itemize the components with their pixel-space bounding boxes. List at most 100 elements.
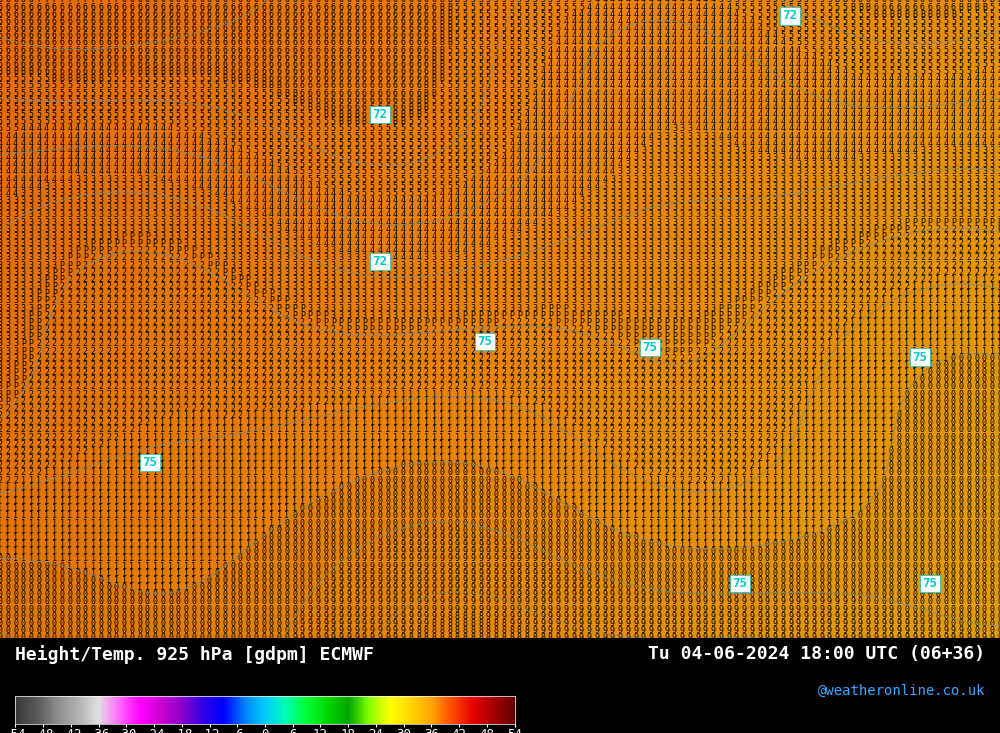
Text: 5: 5 bbox=[246, 103, 251, 112]
Text: 0: 0 bbox=[912, 569, 917, 578]
Text: 0: 0 bbox=[734, 561, 739, 570]
Text: 2: 2 bbox=[974, 232, 979, 241]
Text: 5: 5 bbox=[122, 96, 127, 105]
Text: 4: 4 bbox=[649, 53, 654, 62]
Text: 0: 0 bbox=[36, 590, 41, 599]
Text: 0: 0 bbox=[362, 504, 367, 513]
Text: 3: 3 bbox=[695, 139, 700, 148]
Text: 9: 9 bbox=[796, 612, 801, 621]
Text: 1: 1 bbox=[168, 554, 173, 564]
Text: 9: 9 bbox=[525, 554, 530, 564]
Text: 1: 1 bbox=[98, 518, 103, 528]
Text: 5: 5 bbox=[842, 53, 847, 62]
Text: 0: 0 bbox=[587, 533, 592, 542]
Text: 0: 0 bbox=[246, 548, 251, 556]
Text: 3: 3 bbox=[827, 196, 832, 205]
Text: 2: 2 bbox=[106, 296, 111, 306]
Text: 0: 0 bbox=[974, 583, 979, 592]
Text: 4: 4 bbox=[447, 210, 452, 219]
Text: 3: 3 bbox=[610, 196, 615, 205]
Text: P: P bbox=[191, 254, 196, 262]
Text: 1: 1 bbox=[447, 404, 452, 413]
Text: 2: 2 bbox=[672, 383, 677, 391]
Text: 2: 2 bbox=[811, 332, 816, 342]
Text: 2: 2 bbox=[246, 325, 251, 334]
Text: 1: 1 bbox=[253, 476, 258, 485]
Text: 2: 2 bbox=[83, 282, 88, 291]
Text: 1: 1 bbox=[168, 583, 173, 592]
Text: 0: 0 bbox=[804, 583, 809, 592]
Text: 3: 3 bbox=[168, 232, 173, 241]
Text: 5: 5 bbox=[889, 17, 894, 26]
Text: 5: 5 bbox=[424, 182, 429, 191]
Text: 3: 3 bbox=[935, 210, 940, 219]
Text: 1: 1 bbox=[408, 419, 413, 427]
Text: 0: 0 bbox=[501, 512, 506, 520]
Text: 2: 2 bbox=[649, 461, 654, 471]
Text: 3: 3 bbox=[556, 218, 561, 226]
Text: 5: 5 bbox=[238, 132, 243, 141]
Text: 2: 2 bbox=[447, 347, 452, 356]
Text: 5: 5 bbox=[897, 53, 902, 62]
Text: 4: 4 bbox=[377, 232, 382, 241]
Text: 1: 1 bbox=[749, 512, 754, 520]
Text: 5: 5 bbox=[835, 3, 840, 12]
Text: 2: 2 bbox=[842, 296, 847, 306]
Text: 4: 4 bbox=[641, 32, 646, 40]
Text: 2: 2 bbox=[44, 368, 49, 377]
Text: 0: 0 bbox=[904, 533, 909, 542]
Text: 9: 9 bbox=[548, 597, 553, 606]
Text: 1: 1 bbox=[207, 512, 212, 520]
Text: 2: 2 bbox=[98, 261, 103, 270]
Text: 5: 5 bbox=[416, 182, 421, 191]
Text: 4: 4 bbox=[687, 81, 692, 90]
Text: 4: 4 bbox=[579, 81, 584, 90]
Text: 3: 3 bbox=[912, 182, 917, 191]
Text: 6: 6 bbox=[238, 53, 243, 62]
Text: 4: 4 bbox=[284, 167, 289, 177]
Text: 2: 2 bbox=[447, 375, 452, 384]
Text: 3: 3 bbox=[532, 303, 537, 312]
Text: 5: 5 bbox=[432, 153, 437, 162]
Text: P: P bbox=[114, 239, 119, 248]
Text: 5: 5 bbox=[486, 139, 491, 148]
Text: 1: 1 bbox=[540, 483, 545, 492]
Text: 3: 3 bbox=[780, 246, 785, 255]
Text: 5: 5 bbox=[897, 60, 902, 69]
Text: 9: 9 bbox=[695, 626, 700, 635]
Text: 3: 3 bbox=[540, 275, 545, 284]
Text: 6: 6 bbox=[253, 24, 258, 33]
Text: 1: 1 bbox=[346, 447, 351, 456]
Text: P: P bbox=[633, 318, 638, 327]
Text: 4: 4 bbox=[238, 153, 243, 162]
Text: 4: 4 bbox=[509, 174, 514, 184]
Text: P: P bbox=[928, 218, 933, 226]
Text: 2: 2 bbox=[579, 404, 584, 413]
Text: 0: 0 bbox=[269, 576, 274, 585]
Text: 5: 5 bbox=[889, 24, 894, 33]
Text: 9: 9 bbox=[331, 633, 336, 642]
Text: 4: 4 bbox=[695, 110, 700, 119]
Text: 6: 6 bbox=[331, 3, 336, 12]
Text: 0: 0 bbox=[315, 540, 320, 549]
Text: 0: 0 bbox=[323, 518, 328, 528]
Text: 3: 3 bbox=[60, 218, 65, 226]
Text: 2: 2 bbox=[703, 454, 708, 463]
Text: 4: 4 bbox=[362, 196, 367, 205]
Text: 0: 0 bbox=[478, 504, 483, 513]
Text: 2: 2 bbox=[734, 425, 739, 435]
Text: 1: 1 bbox=[145, 554, 150, 564]
Text: 4: 4 bbox=[501, 232, 506, 241]
Text: 3: 3 bbox=[718, 203, 723, 213]
Text: 1: 1 bbox=[966, 275, 971, 284]
Text: 6: 6 bbox=[215, 0, 220, 4]
Text: 5: 5 bbox=[168, 74, 173, 84]
Text: 0: 0 bbox=[199, 612, 204, 621]
Text: 0: 0 bbox=[424, 476, 429, 485]
Text: 9: 9 bbox=[571, 576, 576, 585]
Text: 4: 4 bbox=[277, 210, 282, 219]
Text: 3: 3 bbox=[416, 282, 421, 291]
Text: 4: 4 bbox=[455, 210, 460, 219]
Text: 1: 1 bbox=[703, 483, 708, 492]
Text: 3: 3 bbox=[67, 225, 72, 234]
